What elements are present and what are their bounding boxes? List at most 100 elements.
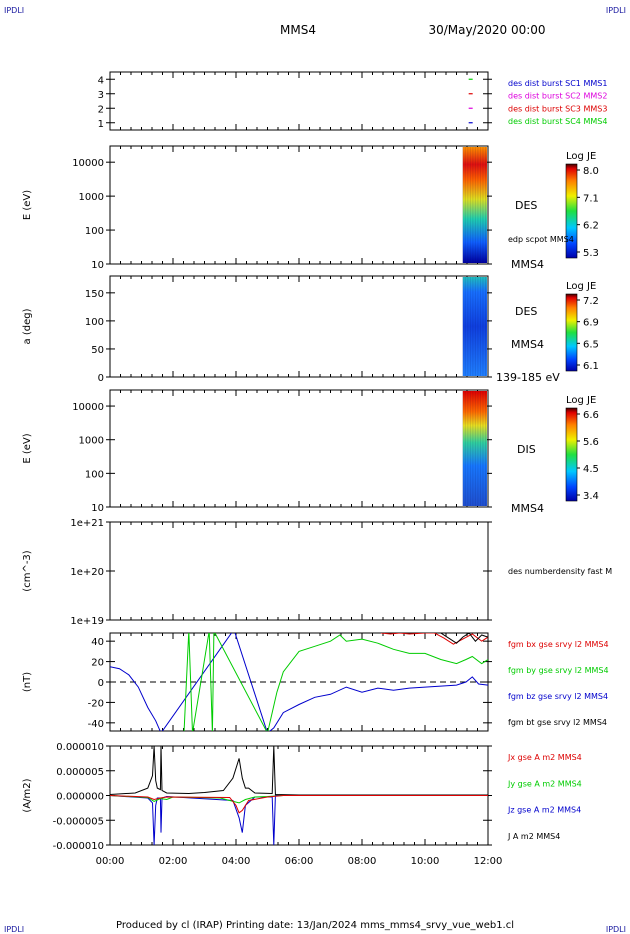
colorbar-tick-label: 8.0 bbox=[583, 166, 599, 177]
series-line bbox=[110, 746, 488, 796]
y-tick-label: 10000 bbox=[72, 402, 104, 413]
side-label: DES bbox=[515, 305, 537, 318]
series-line bbox=[110, 633, 488, 731]
colorbar bbox=[565, 407, 578, 502]
date-title: 30/May/2020 00:00 bbox=[428, 23, 545, 37]
panel-frame bbox=[109, 145, 489, 265]
colorbar-tick-label: 6.2 bbox=[583, 221, 599, 232]
legend-entry: des dist burst SC4 MMS4 bbox=[508, 117, 607, 126]
corner-label-top-right: IPDLI bbox=[606, 6, 626, 15]
panel-frame bbox=[109, 521, 489, 621]
y-axis-label: (nT) bbox=[22, 672, 33, 692]
y-tick-label: -0.000010 bbox=[53, 841, 104, 852]
y-axis-label: (cm^-3) bbox=[22, 550, 33, 591]
legend-entry: fgm bz gse srvy l2 MMS4 bbox=[508, 692, 608, 701]
spectrogram-block bbox=[462, 391, 487, 506]
colorbar-tick-label: 7.1 bbox=[583, 193, 599, 204]
colorbar-title: Log JE bbox=[566, 281, 596, 292]
colorbar-tick-label: 6.1 bbox=[583, 361, 599, 372]
colorbar-title: Log JE bbox=[566, 151, 596, 162]
y-tick-label: 100 bbox=[85, 469, 104, 480]
side-label: MMS4 bbox=[511, 258, 544, 271]
side-label: 139-185 eV bbox=[496, 371, 560, 384]
legend-entry: des dist burst SC1 MMS1 bbox=[508, 79, 607, 88]
series-line bbox=[110, 795, 488, 845]
y-tick-label: 0.000005 bbox=[56, 767, 104, 778]
y-tick-label: 0 bbox=[98, 678, 104, 689]
legend-entry: Jx gse A m2 MMS4 bbox=[507, 753, 582, 762]
y-tick-label: 1e+20 bbox=[70, 567, 104, 578]
y-tick-label: 1 bbox=[98, 119, 104, 130]
series-line bbox=[440, 633, 488, 644]
corner-label-top-left: IPDLI bbox=[4, 6, 24, 15]
side-label: MMS4 bbox=[511, 502, 544, 515]
colorbar bbox=[565, 293, 578, 372]
corner-label-bottom-left: IPDLI bbox=[4, 925, 24, 934]
legend-entry: des dist burst SC2 MMS2 bbox=[508, 92, 607, 101]
legend-entry: Jz gse A m2 MMS4 bbox=[507, 806, 581, 815]
y-tick-label: 40 bbox=[91, 637, 104, 648]
y-tick-label: -40 bbox=[88, 719, 104, 730]
y-tick-label: -20 bbox=[88, 698, 104, 709]
y-tick-label: 10 bbox=[91, 503, 104, 514]
y-tick-label: 100 bbox=[85, 226, 104, 237]
y-tick-label: 1e+21 bbox=[70, 518, 104, 529]
colorbar-tick-label: 6.6 bbox=[583, 410, 599, 421]
series-line bbox=[183, 633, 488, 731]
y-tick-label: 50 bbox=[91, 345, 104, 356]
panel-dis-energy: 10 100 1000 10000 E (eV) Log JE 6.6 5.6 4.5 3.4 DI… bbox=[22, 389, 599, 515]
x-tick-label: 00:00 bbox=[96, 856, 125, 867]
y-tick-label: 0.000010 bbox=[56, 742, 104, 753]
legend-entry: J A m2 MMS4 bbox=[507, 832, 560, 841]
y-tick-label: 1e+19 bbox=[70, 616, 104, 627]
x-tick-label: 06:00 bbox=[285, 856, 314, 867]
panel-des-pitch: 0 50 100 150 a (deg) Log JE 7.2 6.9 6.5 6.1 DES MMS… bbox=[22, 275, 599, 384]
side-label: MMS4 bbox=[511, 338, 544, 351]
panel-magnetic-field: -40 -20 0 20 40 (nT) fgm bx gse srvy l2 MMS4 fg… bbox=[22, 632, 609, 732]
colorbar-title: Log JE bbox=[566, 395, 596, 406]
y-tick-label: 2 bbox=[98, 104, 104, 115]
y-tick-label: 0.000000 bbox=[56, 792, 104, 803]
y-tick-label: 1000 bbox=[79, 436, 104, 447]
y-tick-label: 0 bbox=[98, 373, 104, 384]
y-tick-label: 100 bbox=[85, 317, 104, 328]
y-axis-label: (A/m2) bbox=[22, 778, 33, 812]
spectrogram-block bbox=[462, 147, 487, 263]
series-line bbox=[380, 633, 488, 645]
panel-current-density: -0.000010 -0.000005 0.000000 0.000005 0.0000… bbox=[22, 742, 582, 867]
corner-label-bottom-right: IPDLI bbox=[606, 925, 626, 934]
panel-frame bbox=[109, 275, 489, 378]
y-tick-label: 20 bbox=[91, 658, 104, 669]
legend-entry: fgm by gse srvy l2 MMS4 bbox=[508, 666, 609, 675]
panel-availability: 1 2 3 4 des dist burst SC1 MMS1 des dist burs… bbox=[98, 71, 607, 131]
footer-text: Produced by cl (IRAP) Printing date: 13/… bbox=[116, 920, 514, 931]
legend-entry: des numberdensity fast M bbox=[508, 567, 612, 576]
legend-entry: des dist burst SC3 MMS3 bbox=[508, 104, 607, 113]
side-label: edp scpot MMS4 bbox=[508, 235, 574, 244]
colorbar-tick-label: 4.5 bbox=[583, 464, 599, 475]
y-tick-label: 10 bbox=[91, 260, 104, 271]
colorbar-tick-label: 7.2 bbox=[583, 296, 599, 307]
y-tick-label: 4 bbox=[98, 75, 104, 86]
panel-density: 1e+19 1e+20 1e+21 (cm^-3) des numberdensity … bbox=[22, 518, 612, 627]
colorbar-tick-label: 5.6 bbox=[583, 437, 599, 448]
y-tick-label: 1000 bbox=[79, 192, 104, 203]
y-tick-label: -0.000005 bbox=[53, 816, 104, 827]
x-tick-label: 08:00 bbox=[348, 856, 377, 867]
legend-entry: fgm bx gse srvy l2 MMS4 bbox=[508, 640, 609, 649]
y-tick-label: 3 bbox=[98, 90, 104, 101]
legend-entry: Jy gse A m2 MMS4 bbox=[507, 779, 582, 788]
colorbar-tick-label: 6.5 bbox=[583, 339, 599, 350]
x-tick-label: 04:00 bbox=[222, 856, 251, 867]
spacecraft-title: MMS4 bbox=[280, 23, 316, 37]
spectrogram-block bbox=[462, 277, 487, 376]
series-line bbox=[110, 795, 488, 814]
y-tick-label: 150 bbox=[85, 289, 104, 300]
x-tick-label: 02:00 bbox=[159, 856, 188, 867]
colorbar-tick-label: 5.3 bbox=[583, 248, 599, 259]
x-tick-label: 10:00 bbox=[411, 856, 440, 867]
colorbar bbox=[565, 163, 578, 259]
y-axis-label: E (eV) bbox=[22, 433, 33, 463]
y-axis-label: a (deg) bbox=[22, 308, 33, 344]
